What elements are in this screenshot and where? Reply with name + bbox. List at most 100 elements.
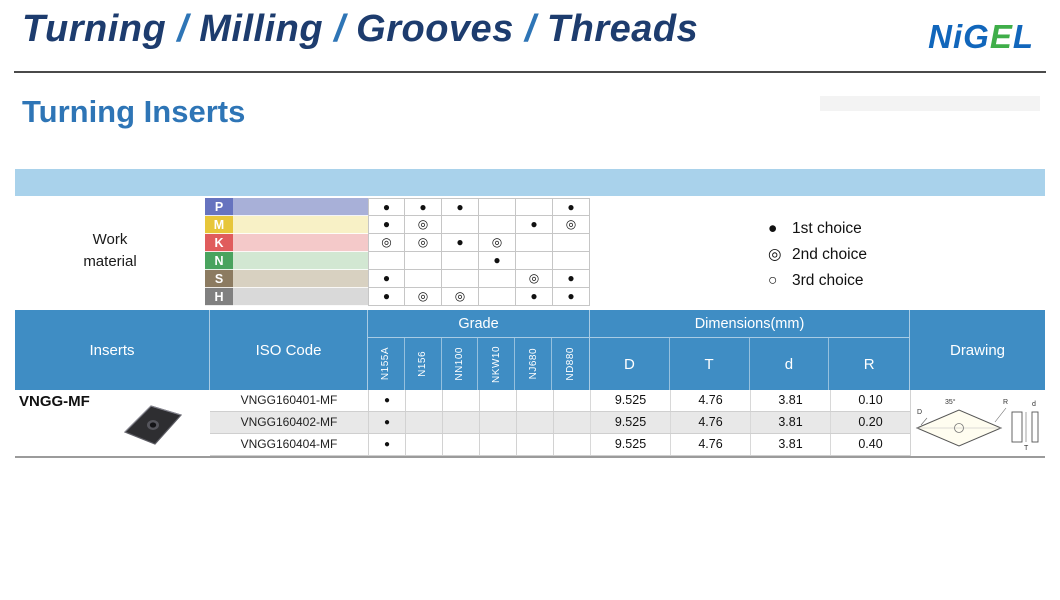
material-band [233,270,368,288]
grade-group-label: Grade [368,310,589,338]
grade-mark-cell [479,412,516,433]
drawing-label-d: d [1032,401,1036,408]
dimension-column-header-d: d [750,338,830,390]
legend-item-3rd: ○ 3rd choice [768,268,867,294]
choice-cell [516,234,553,252]
logo-part-blue: NiG [928,18,990,55]
choice-cell: ● [553,288,590,306]
choice-cell [442,270,479,288]
material-band [233,216,368,234]
grade-mark-cell: ● [368,412,405,433]
choice-cell: ● [516,288,553,306]
grade-column-header: NJ680 [515,338,553,390]
iso-code: VNGG160401-MF [240,393,338,407]
dimension-column-header-R: R [863,355,875,373]
brand-logo: NiGEL [928,18,1034,56]
faint-watermark [820,96,1040,111]
choice-cell: ◎ [405,234,442,252]
grade-mark-cell [516,412,553,433]
grade-mark-cell: ● [368,434,405,455]
dim-T-value: 4.76 [670,412,750,433]
work-material-row-m: M ● ◎ ● ◎ [205,216,590,234]
grade-mark-cell [479,434,516,455]
header-divider [14,71,1046,73]
drawing-label-angle: 35° [945,398,956,406]
first-choice-icon: ● [768,220,778,237]
choice-cell: ◎ [516,270,553,288]
column-group-dimensions: Dimensions(mm) D T d R [590,310,910,390]
drawing-cell: R 35° D T d [910,390,1045,456]
choice-cell: ◎ [553,216,590,234]
dimensions-group-label: Dimensions(mm) [590,310,909,338]
choice-cell [442,216,479,234]
dim-D-value: 9.525 [590,412,670,433]
dim-d-value: 3.81 [750,434,830,455]
section-bar [15,169,1045,196]
choice-cell [479,216,516,234]
grade-mark-cell [442,434,479,455]
page-title: Turning Inserts [22,94,246,129]
material-band [233,252,368,270]
choice-cell [516,198,553,216]
dim-T-value: 4.76 [670,390,750,411]
drawing-label-D: D [917,409,922,416]
grade-mark-cell [516,434,553,455]
dim-D-value: 9.525 [590,390,670,411]
choice-cell: ◎ [405,288,442,306]
choice-cell: ◎ [368,234,405,252]
work-material-label-line2: material [83,253,137,270]
work-material-row-h: H ● ◎ ◎ ● ● [205,288,590,306]
choice-cell [368,252,405,270]
grade-mark-cell [442,390,479,411]
header-word-threads: Threads [546,8,699,50]
grade-mark-cell [553,412,590,433]
logo-part-blue2: L [1012,18,1034,55]
grade-mark-cell [405,412,442,433]
choice-cell [405,252,442,270]
choice-cell [442,252,479,270]
material-band [233,288,368,306]
choice-cell: ◎ [405,216,442,234]
grade-column-header: N155A [368,338,405,390]
drawing-label-T: T [1024,445,1029,452]
dim-d-value: 3.81 [750,412,830,433]
table-rows: VNGG160401-MF ● 9.525 4.76 3.81 0.10 VNG… [210,390,910,456]
choice-cell: ◎ [479,234,516,252]
insert-row-2: VNGG160402-MF ● 9.525 4.76 3.81 0.20 [210,412,910,434]
choice-cell: ● [479,252,516,270]
choice-cell: ● [368,198,405,216]
material-band [233,198,368,216]
choice-cell [405,270,442,288]
choice-cell: ● [368,288,405,306]
insert-row-3: VNGG160404-MF ● 9.525 4.76 3.81 0.40 [210,434,910,456]
choice-cell: ● [516,216,553,234]
grade-mark-cell [553,434,590,455]
choice-cell: ● [368,270,405,288]
legend-label: 3rd choice [792,272,864,289]
insert-series-name: VNGG-MF [19,393,90,410]
column-header-drawing: Drawing [949,341,1006,359]
grade-name: ND880 [565,347,577,381]
second-choice-icon: ◎ [768,246,782,263]
header-word-milling: Milling [199,8,324,50]
grade-name: N156 [417,351,429,377]
material-letter: K [205,234,233,252]
grade-name: NJ680 [527,348,539,380]
logo-part-green: E [989,18,1013,55]
grade-name: NKW10 [490,345,502,383]
choice-cell [479,198,516,216]
legend-label: 2nd choice [792,246,867,263]
choice-cell: ● [368,216,405,234]
grade-mark-cell [442,412,479,433]
choice-cell [553,252,590,270]
choice-cell: ● [442,198,479,216]
grade-name: N155A [380,347,392,381]
choice-cell: ◎ [442,288,479,306]
dimension-column-header-D: D [590,338,670,390]
grade-mark-cell [405,390,442,411]
table-body: VNGG-MF VNGG160401-MF ● 9.525 [15,390,1045,458]
insert-photo [123,405,183,445]
grade-mark-cell: ● [368,390,405,411]
work-material-label-line1: Work [92,231,128,248]
